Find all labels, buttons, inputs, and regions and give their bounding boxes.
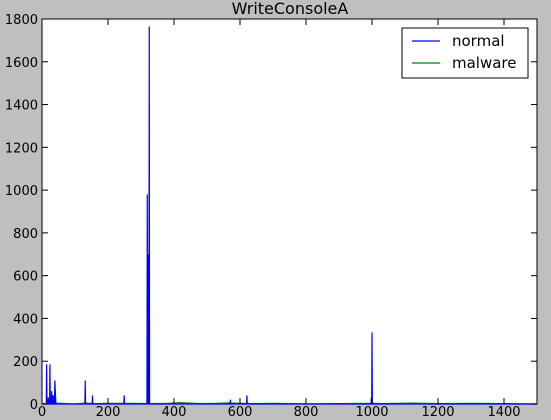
y-tick-label: 0 — [30, 398, 38, 413]
y-tick-label: 600 — [13, 270, 38, 285]
legend-label-malware: malware — [452, 54, 517, 72]
x-tick-label: 1200 — [421, 405, 454, 420]
series-group — [41, 26, 538, 405]
legend-label-normal: normal — [452, 32, 505, 50]
x-tick-label: 800 — [294, 405, 319, 420]
legend: normal malware — [401, 27, 529, 79]
y-tick-label: 800 — [13, 227, 38, 242]
y-tick-label: 400 — [13, 312, 38, 327]
x-tick-label: 200 — [96, 405, 121, 420]
chart-title: WriteConsoleA — [232, 0, 349, 18]
y-tick-label: 1000 — [5, 184, 38, 199]
x-tick-label: 600 — [228, 405, 253, 420]
ticks-group: 0 200 400 600 800 1000 1200 1400 0 200 400 600 800 10… — [5, 13, 537, 420]
x-tick-label: 0 — [38, 405, 46, 420]
y-tick-label: 1800 — [5, 13, 38, 28]
y-tick-label: 1600 — [5, 56, 38, 71]
y-tick-label: 1200 — [5, 141, 38, 156]
y-tick-label: 1400 — [5, 99, 38, 114]
x-tick-label: 400 — [162, 405, 187, 420]
plot-area — [41, 18, 538, 405]
y-tick-label: 200 — [13, 355, 38, 370]
x-tick-label: 1400 — [487, 405, 520, 420]
legend-box — [401, 27, 529, 79]
x-tick-label: 1000 — [355, 405, 388, 420]
series-line-normal — [42, 26, 537, 405]
